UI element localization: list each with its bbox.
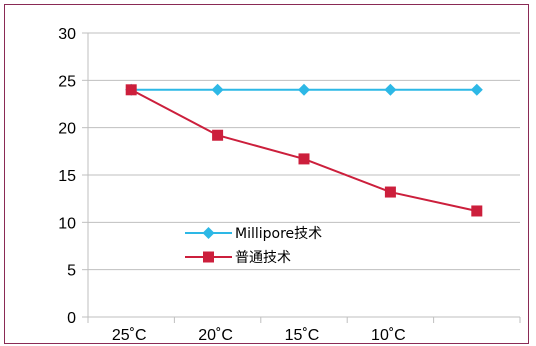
data-point-marker — [212, 129, 224, 141]
legend-label: 普通技术 — [235, 250, 291, 266]
data-point-marker — [384, 83, 397, 96]
data-point-marker — [470, 83, 483, 96]
y-tick-label: 0 — [67, 310, 76, 327]
gridlines — [88, 32, 520, 271]
data-point-marker — [211, 83, 224, 96]
x-tick-label: 15˚C — [285, 327, 320, 344]
legend-item: Millipore技术 — [185, 226, 322, 242]
legend-marker — [202, 227, 215, 239]
y-tick-label: 5 — [67, 263, 76, 280]
data-point-marker — [298, 153, 310, 165]
legend-marker — [203, 251, 214, 263]
y-tick-label: 15 — [58, 168, 76, 185]
legend-item: 普通技术 — [185, 250, 291, 266]
data-point-marker — [125, 84, 137, 96]
data-point-marker — [298, 83, 310, 96]
series-1 — [125, 83, 483, 96]
x-tick-label: 10˚C — [371, 327, 406, 344]
x-tick-label: 20˚C — [198, 327, 233, 344]
y-tick-label: 30 — [58, 26, 76, 43]
series-line — [130, 88, 478, 212]
chart-frame — [4, 4, 529, 344]
legend-label: Millipore技术 — [235, 226, 322, 242]
series — [125, 83, 483, 217]
y-tick-label: 20 — [58, 121, 76, 138]
data-point-marker — [471, 205, 483, 217]
x-tick-label: 25˚C — [112, 327, 147, 344]
y-tick-label: 10 — [58, 215, 76, 232]
y-tick-label: 25 — [58, 73, 76, 90]
axes: 0 5 10 15 20 25 30 25˚C 20˚C 15˚C 10˚C — [58, 26, 521, 344]
data-point-marker — [384, 186, 396, 198]
series-2 — [125, 84, 483, 217]
